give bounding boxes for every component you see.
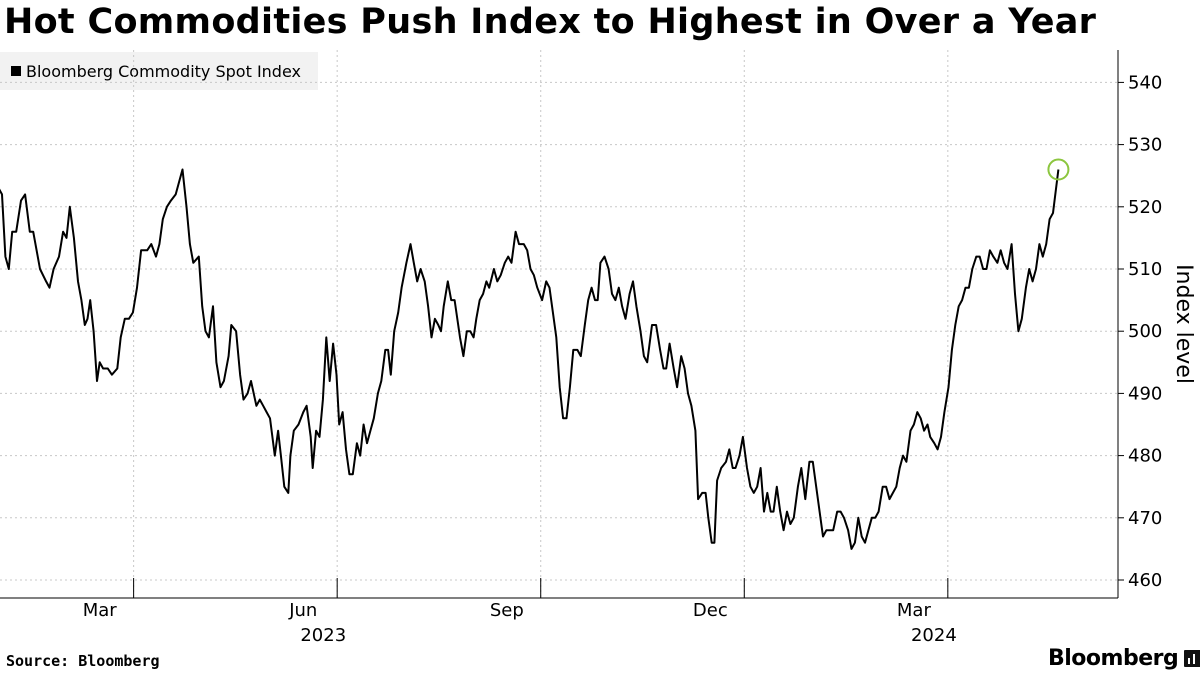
year-label-2024: 2024 <box>911 625 957 646</box>
latest-value-highlight <box>1047 158 1070 181</box>
legend-swatch-icon <box>11 66 21 76</box>
y-tick-label-510: 510 <box>1128 259 1162 280</box>
brand-logo: Bloomberg <box>1048 646 1200 671</box>
source-note: Source: Bloomberg <box>6 652 160 670</box>
y-tick-label-520: 520 <box>1128 197 1162 218</box>
chart-title: Hot Commodities Push Index to Highest in… <box>4 2 1097 42</box>
y-tick-label-500: 500 <box>1128 321 1162 342</box>
y-tick-label-530: 530 <box>1128 135 1162 156</box>
y-tick-label-480: 480 <box>1128 446 1162 467</box>
y-tick-label-490: 490 <box>1128 383 1162 404</box>
chart-legend: Bloomberg Commodity Spot Index <box>0 52 318 90</box>
x-tick-label-1: Jun <box>288 600 317 621</box>
series-line-commodity-index <box>0 168 1060 550</box>
x-tick-label-0: Mar <box>83 600 118 621</box>
y-tick-label-540: 540 <box>1128 72 1162 93</box>
x-tick-label-4: Mar <box>897 600 932 621</box>
brand-name: Bloomberg <box>1048 646 1179 671</box>
year-label-2023: 2023 <box>300 625 346 646</box>
x-tick-label-2: Sep <box>490 600 524 621</box>
y-tick-label-470: 470 <box>1128 508 1162 529</box>
legend-label: Bloomberg Commodity Spot Index <box>26 61 301 81</box>
y-axis-label: Index level <box>1171 264 1196 384</box>
x-tick-label-3: Dec <box>693 600 728 621</box>
bar-chart-icon <box>1184 650 1200 667</box>
y-tick-label-460: 460 <box>1128 570 1162 591</box>
